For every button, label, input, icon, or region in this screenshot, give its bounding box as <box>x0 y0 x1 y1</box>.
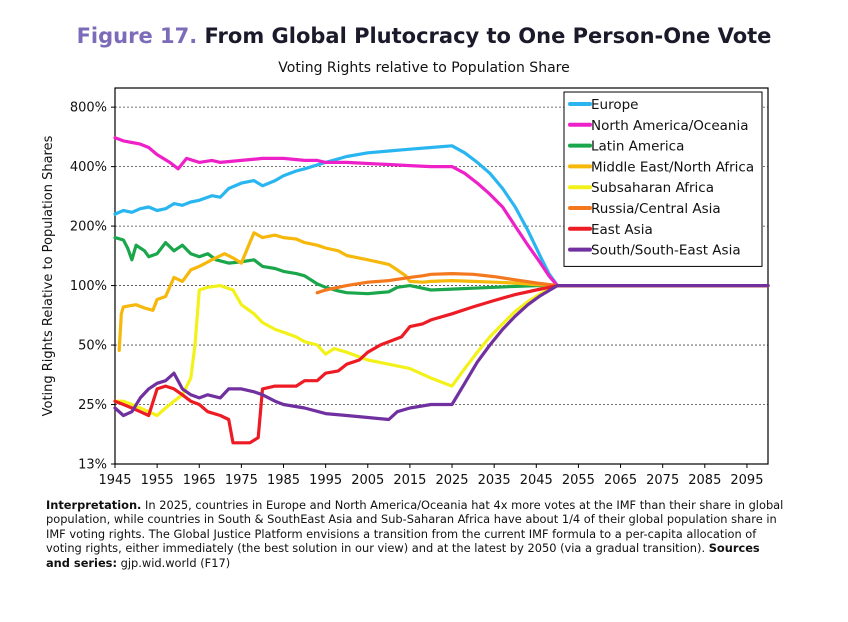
note-lead: Interpretation. <box>46 498 142 512</box>
legend-label: Middle East/North Africa <box>591 159 754 175</box>
legend-label: South/South-East Asia <box>591 243 741 259</box>
x-tick-label: 2015 <box>393 473 426 488</box>
series-line <box>113 284 770 418</box>
note-sources-label: Sources and series: <box>46 541 760 570</box>
x-tick-label: 2075 <box>646 473 679 488</box>
y-tick-label: 800% <box>70 101 107 116</box>
x-tick-label: 2085 <box>688 473 721 488</box>
series-line <box>113 136 770 288</box>
note-body: In 2025, countries in Europe and North A… <box>46 498 784 556</box>
y-tick-label: 25% <box>78 398 107 413</box>
y-tick-label: 100% <box>70 279 107 294</box>
series-line <box>113 284 770 445</box>
x-tick-label: 2005 <box>351 473 384 488</box>
series-line <box>113 236 770 296</box>
note-sources: gjp.wid.world (F17) <box>120 555 231 570</box>
chart-subtitle: Voting Rights relative to Population Sha… <box>278 60 570 76</box>
legend-label: Europe <box>591 97 638 113</box>
x-tick-label: 2025 <box>435 473 468 488</box>
x-tick-label: 2065 <box>604 473 637 488</box>
x-tick-label: 2095 <box>730 473 763 488</box>
x-tick-label: 1995 <box>309 473 342 488</box>
x-tick-label: 2055 <box>562 473 595 488</box>
legend-label: Latin America <box>591 139 684 155</box>
x-tick-label: 1965 <box>183 473 216 488</box>
x-tick-label: 1985 <box>267 473 300 488</box>
axes: 13% 25% 50% 100% 200% 400% 800% 1945 1955 1965 197… <box>41 87 769 488</box>
legend-label: Russia/Central Asia <box>591 201 721 217</box>
legend-label: Subsaharan Africa <box>591 180 714 196</box>
y-tick-label: 200% <box>70 220 107 235</box>
series-line <box>113 284 770 422</box>
series-line <box>315 272 770 295</box>
x-tick-label: 2045 <box>520 473 553 488</box>
figure-title-text: From Global Plutocracy to One Person-One… <box>204 24 772 48</box>
legend-box <box>563 91 763 267</box>
series-line <box>117 231 770 352</box>
figure-title: Figure 17. From Global Plutocracy to One… <box>0 24 848 48</box>
x-tick-label: 1955 <box>141 473 174 488</box>
legend-label: North America/Oceania <box>591 118 749 134</box>
interpretation-note: Interpretation. In 2025, countries in Eu… <box>46 498 786 570</box>
y-tick-label: 50% <box>78 339 107 354</box>
y-tick-label: 13% <box>78 458 107 473</box>
series-lines <box>113 136 770 445</box>
figure-number: Figure 17. <box>76 24 198 48</box>
y-axis-label: Voting Rights Relative to Population Sha… <box>41 135 56 416</box>
y-tick-label: 400% <box>70 160 107 175</box>
legend-label: East Asia <box>591 222 653 238</box>
plot-frame <box>114 87 769 465</box>
legend: Europe North America/Oceania Latin America… <box>563 91 763 267</box>
x-tick-label: 1975 <box>225 473 258 488</box>
x-tick-label: 2035 <box>478 473 511 488</box>
x-tick-label: 1945 <box>98 473 131 488</box>
series-line <box>113 144 770 288</box>
